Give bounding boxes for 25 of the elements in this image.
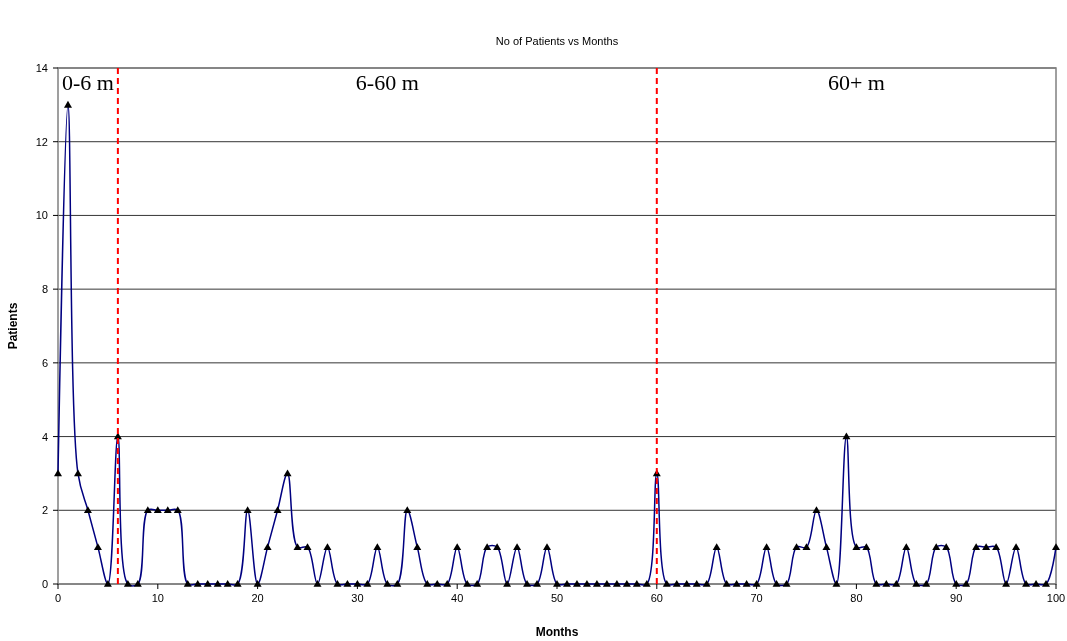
y-tick-label: 2: [41, 504, 48, 517]
x-tick-label: 60: [650, 592, 663, 604]
y-axis-title: Patients: [6, 302, 20, 350]
x-axis-title: Months: [535, 625, 579, 639]
x-tick-label: 40: [451, 592, 464, 604]
y-tick-label: 6: [41, 356, 48, 369]
y-tick-label: 14: [35, 62, 48, 74]
x-tick-label: 50: [550, 592, 564, 604]
x-tick-label: 10: [151, 592, 164, 604]
y-tick-label: 4: [41, 430, 48, 443]
y-tick-label: 8: [41, 283, 48, 296]
chart-title: No of Patients vs Months: [495, 35, 619, 47]
x-tick-label: 80: [850, 592, 863, 604]
x-tick-label: 30: [351, 592, 364, 604]
x-tick-label: 100: [1046, 592, 1066, 604]
annotation: 0-6 m: [61, 70, 114, 95]
y-tick-label: 0: [41, 578, 48, 590]
x-tick-label: 70: [750, 592, 763, 604]
y-tick-label: 10: [35, 209, 48, 222]
y-tick-label: 12: [35, 135, 48, 148]
annotation: 60+ m: [827, 70, 885, 95]
x-tick-label: 20: [251, 592, 264, 604]
x-tick-label: 0: [54, 592, 62, 604]
annotation: 6-60 m: [355, 70, 419, 95]
x-tick-label: 90: [950, 592, 963, 604]
